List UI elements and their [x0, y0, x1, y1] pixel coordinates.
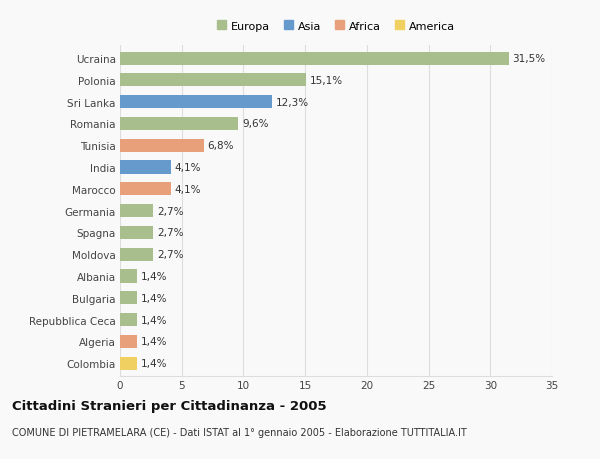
Bar	[120, 357, 137, 370]
Text: 15,1%: 15,1%	[310, 76, 343, 86]
Bar	[120, 52, 509, 66]
Bar	[120, 74, 307, 87]
Text: 9,6%: 9,6%	[242, 119, 269, 129]
Text: 4,1%: 4,1%	[175, 162, 201, 173]
Text: 1,4%: 1,4%	[141, 358, 167, 368]
Bar	[120, 183, 170, 196]
Text: 1,4%: 1,4%	[141, 336, 167, 347]
Bar	[120, 96, 272, 109]
Legend: Europa, Asia, Africa, America: Europa, Asia, Africa, America	[215, 19, 457, 34]
Bar	[120, 335, 137, 348]
Bar	[120, 161, 170, 174]
Bar	[120, 118, 238, 131]
Text: Cittadini Stranieri per Cittadinanza - 2005: Cittadini Stranieri per Cittadinanza - 2…	[12, 399, 326, 412]
Text: 1,4%: 1,4%	[141, 271, 167, 281]
Text: 2,7%: 2,7%	[157, 228, 184, 238]
Bar	[120, 270, 137, 283]
Bar	[120, 248, 154, 261]
Bar	[120, 313, 137, 326]
Text: 31,5%: 31,5%	[512, 54, 545, 64]
Bar	[120, 140, 204, 152]
Bar	[120, 205, 154, 218]
Text: 6,8%: 6,8%	[208, 141, 234, 151]
Text: 12,3%: 12,3%	[275, 97, 308, 107]
Text: 2,7%: 2,7%	[157, 206, 184, 216]
Text: 1,4%: 1,4%	[141, 293, 167, 303]
Text: 1,4%: 1,4%	[141, 315, 167, 325]
Bar	[120, 291, 137, 305]
Text: COMUNE DI PIETRAMELARA (CE) - Dati ISTAT al 1° gennaio 2005 - Elaborazione TUTTI: COMUNE DI PIETRAMELARA (CE) - Dati ISTAT…	[12, 427, 467, 437]
Text: 4,1%: 4,1%	[175, 185, 201, 195]
Text: 2,7%: 2,7%	[157, 250, 184, 260]
Bar	[120, 226, 154, 240]
